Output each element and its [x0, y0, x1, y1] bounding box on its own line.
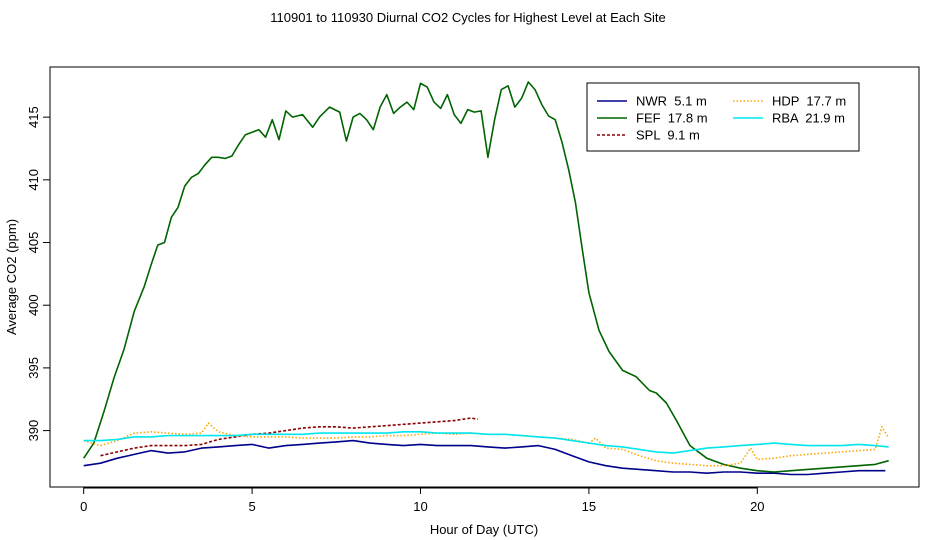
plot-frame [49, 66, 920, 488]
legend-label-nwr: NWR 5.1 m [636, 94, 707, 109]
y-tick-label: 415 [26, 106, 41, 128]
y-tick-label: 400 [26, 294, 41, 316]
y-tick-label: 390 [26, 420, 41, 442]
x-axis: 0 5 10 15 20 [80, 487, 765, 514]
series-line-rba [83, 430, 889, 454]
y-tick-label: 395 [26, 357, 41, 379]
series-line-nwr [83, 439, 886, 476]
legend: NWR 5.1 m FEF 17.8 m SPL 9.1 m HDP 17.7 m RB… [586, 82, 860, 152]
series-line-hdp [83, 422, 890, 467]
chart-title: 110901 to 110930 Diurnal CO2 Cycles for … [270, 10, 666, 25]
x-tick-label: 15 [582, 499, 596, 514]
legend-label-hdp: HDP 17.7 m [772, 94, 846, 109]
x-tick-label: 20 [750, 499, 764, 514]
y-axis: 390 395 400 405 410 415 [26, 106, 50, 441]
x-axis-label: Hour of Day (UTC) [430, 522, 538, 537]
y-tick-label: 405 [26, 232, 41, 254]
series-layer [83, 81, 890, 476]
x-tick-label: 5 [248, 499, 255, 514]
legend-label-rba: RBA 21.9 m [772, 111, 845, 126]
x-tick-label: 10 [413, 499, 427, 514]
legend-box [586, 82, 860, 152]
series-line-spl [100, 417, 478, 457]
x-tick-label: 0 [80, 499, 87, 514]
series-line-fef [83, 81, 889, 473]
legend-label-fef: FEF 17.8 m [636, 111, 708, 126]
legend-label-spl: SPL 9.1 m [636, 128, 700, 143]
y-axis-label: Average CO2 (ppm) [4, 219, 19, 335]
y-tick-label: 410 [26, 169, 41, 191]
